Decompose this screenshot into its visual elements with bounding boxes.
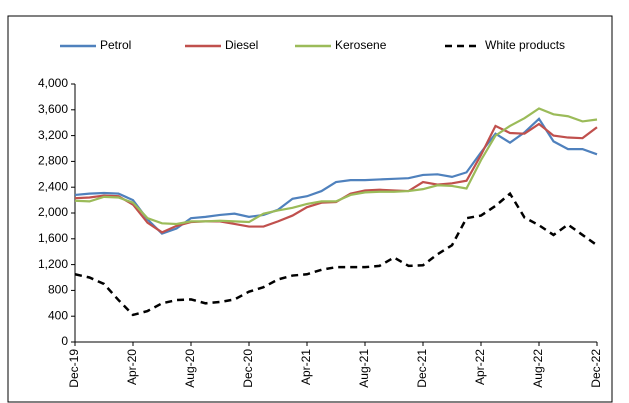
x-tick-label: Aug-20: [183, 349, 197, 388]
x-tick-label: Aug-22: [531, 349, 545, 388]
y-tick-label: 0: [61, 334, 68, 348]
legend-label: White products: [485, 38, 565, 52]
chart-frame: [7, 15, 613, 403]
series-line: [74, 117, 598, 235]
x-tick-label: Aug-21: [357, 349, 371, 388]
legend-label: Diesel: [225, 38, 258, 52]
legend-label: Petrol: [100, 38, 131, 52]
y-tick-label: 1,200: [38, 257, 68, 271]
x-tick-label: Apr-21: [299, 349, 313, 385]
legend-label: Kerosene: [335, 38, 387, 52]
series-line: [74, 122, 598, 234]
x-tick-label: Dec-21: [415, 349, 429, 388]
series-line: [74, 191, 598, 317]
y-tick-label: 400: [48, 308, 68, 322]
y-tick-label: 2,000: [38, 205, 68, 219]
y-tick-label: 800: [48, 283, 68, 297]
y-tick-label: 1,600: [38, 231, 68, 245]
x-tick-label: Dec-19: [67, 349, 81, 388]
x-tick-label: Apr-22: [473, 349, 487, 385]
series-line: [74, 107, 598, 226]
y-tick-label: 4,000: [38, 76, 68, 90]
y-tick-label: 3,200: [38, 128, 68, 142]
x-tick-label: Apr-20: [125, 349, 139, 385]
x-tick-label: Dec-22: [589, 349, 603, 388]
y-tick-label: 3,600: [38, 102, 68, 116]
x-tick-label: Dec-20: [241, 349, 255, 388]
y-tick-label: 2,800: [38, 154, 68, 168]
y-tick-label: 2,400: [38, 179, 68, 193]
